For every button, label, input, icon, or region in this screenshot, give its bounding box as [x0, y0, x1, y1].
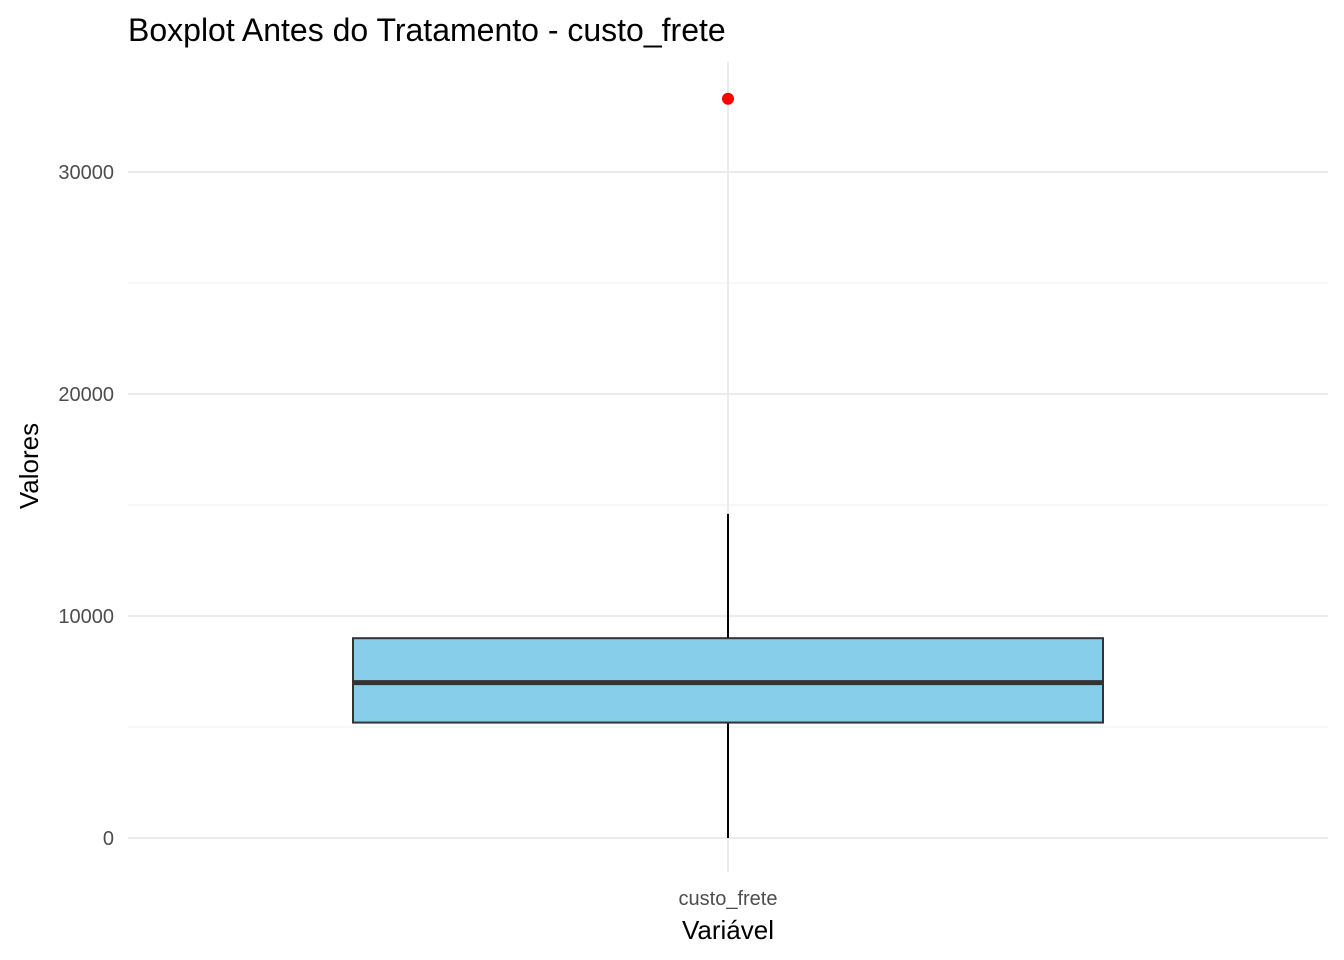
chart-title: Boxplot Antes do Tratamento - custo_fret…	[128, 12, 726, 48]
boxplot-series	[352, 92, 1104, 838]
y-tick-label: 10000	[58, 606, 114, 628]
y-tick-label: 20000	[58, 384, 114, 406]
y-tick-label: 0	[103, 828, 114, 850]
x-axis-title: Variável	[682, 915, 774, 945]
x-tick-labels: custo_frete	[679, 888, 778, 910]
outlier-point	[722, 92, 734, 105]
y-tick-label: 30000	[58, 162, 114, 184]
y-tick-labels: 0 10000 20000 30000	[58, 162, 114, 850]
y-axis-title: Valores	[14, 423, 44, 509]
x-tick-label: custo_frete	[679, 888, 778, 910]
